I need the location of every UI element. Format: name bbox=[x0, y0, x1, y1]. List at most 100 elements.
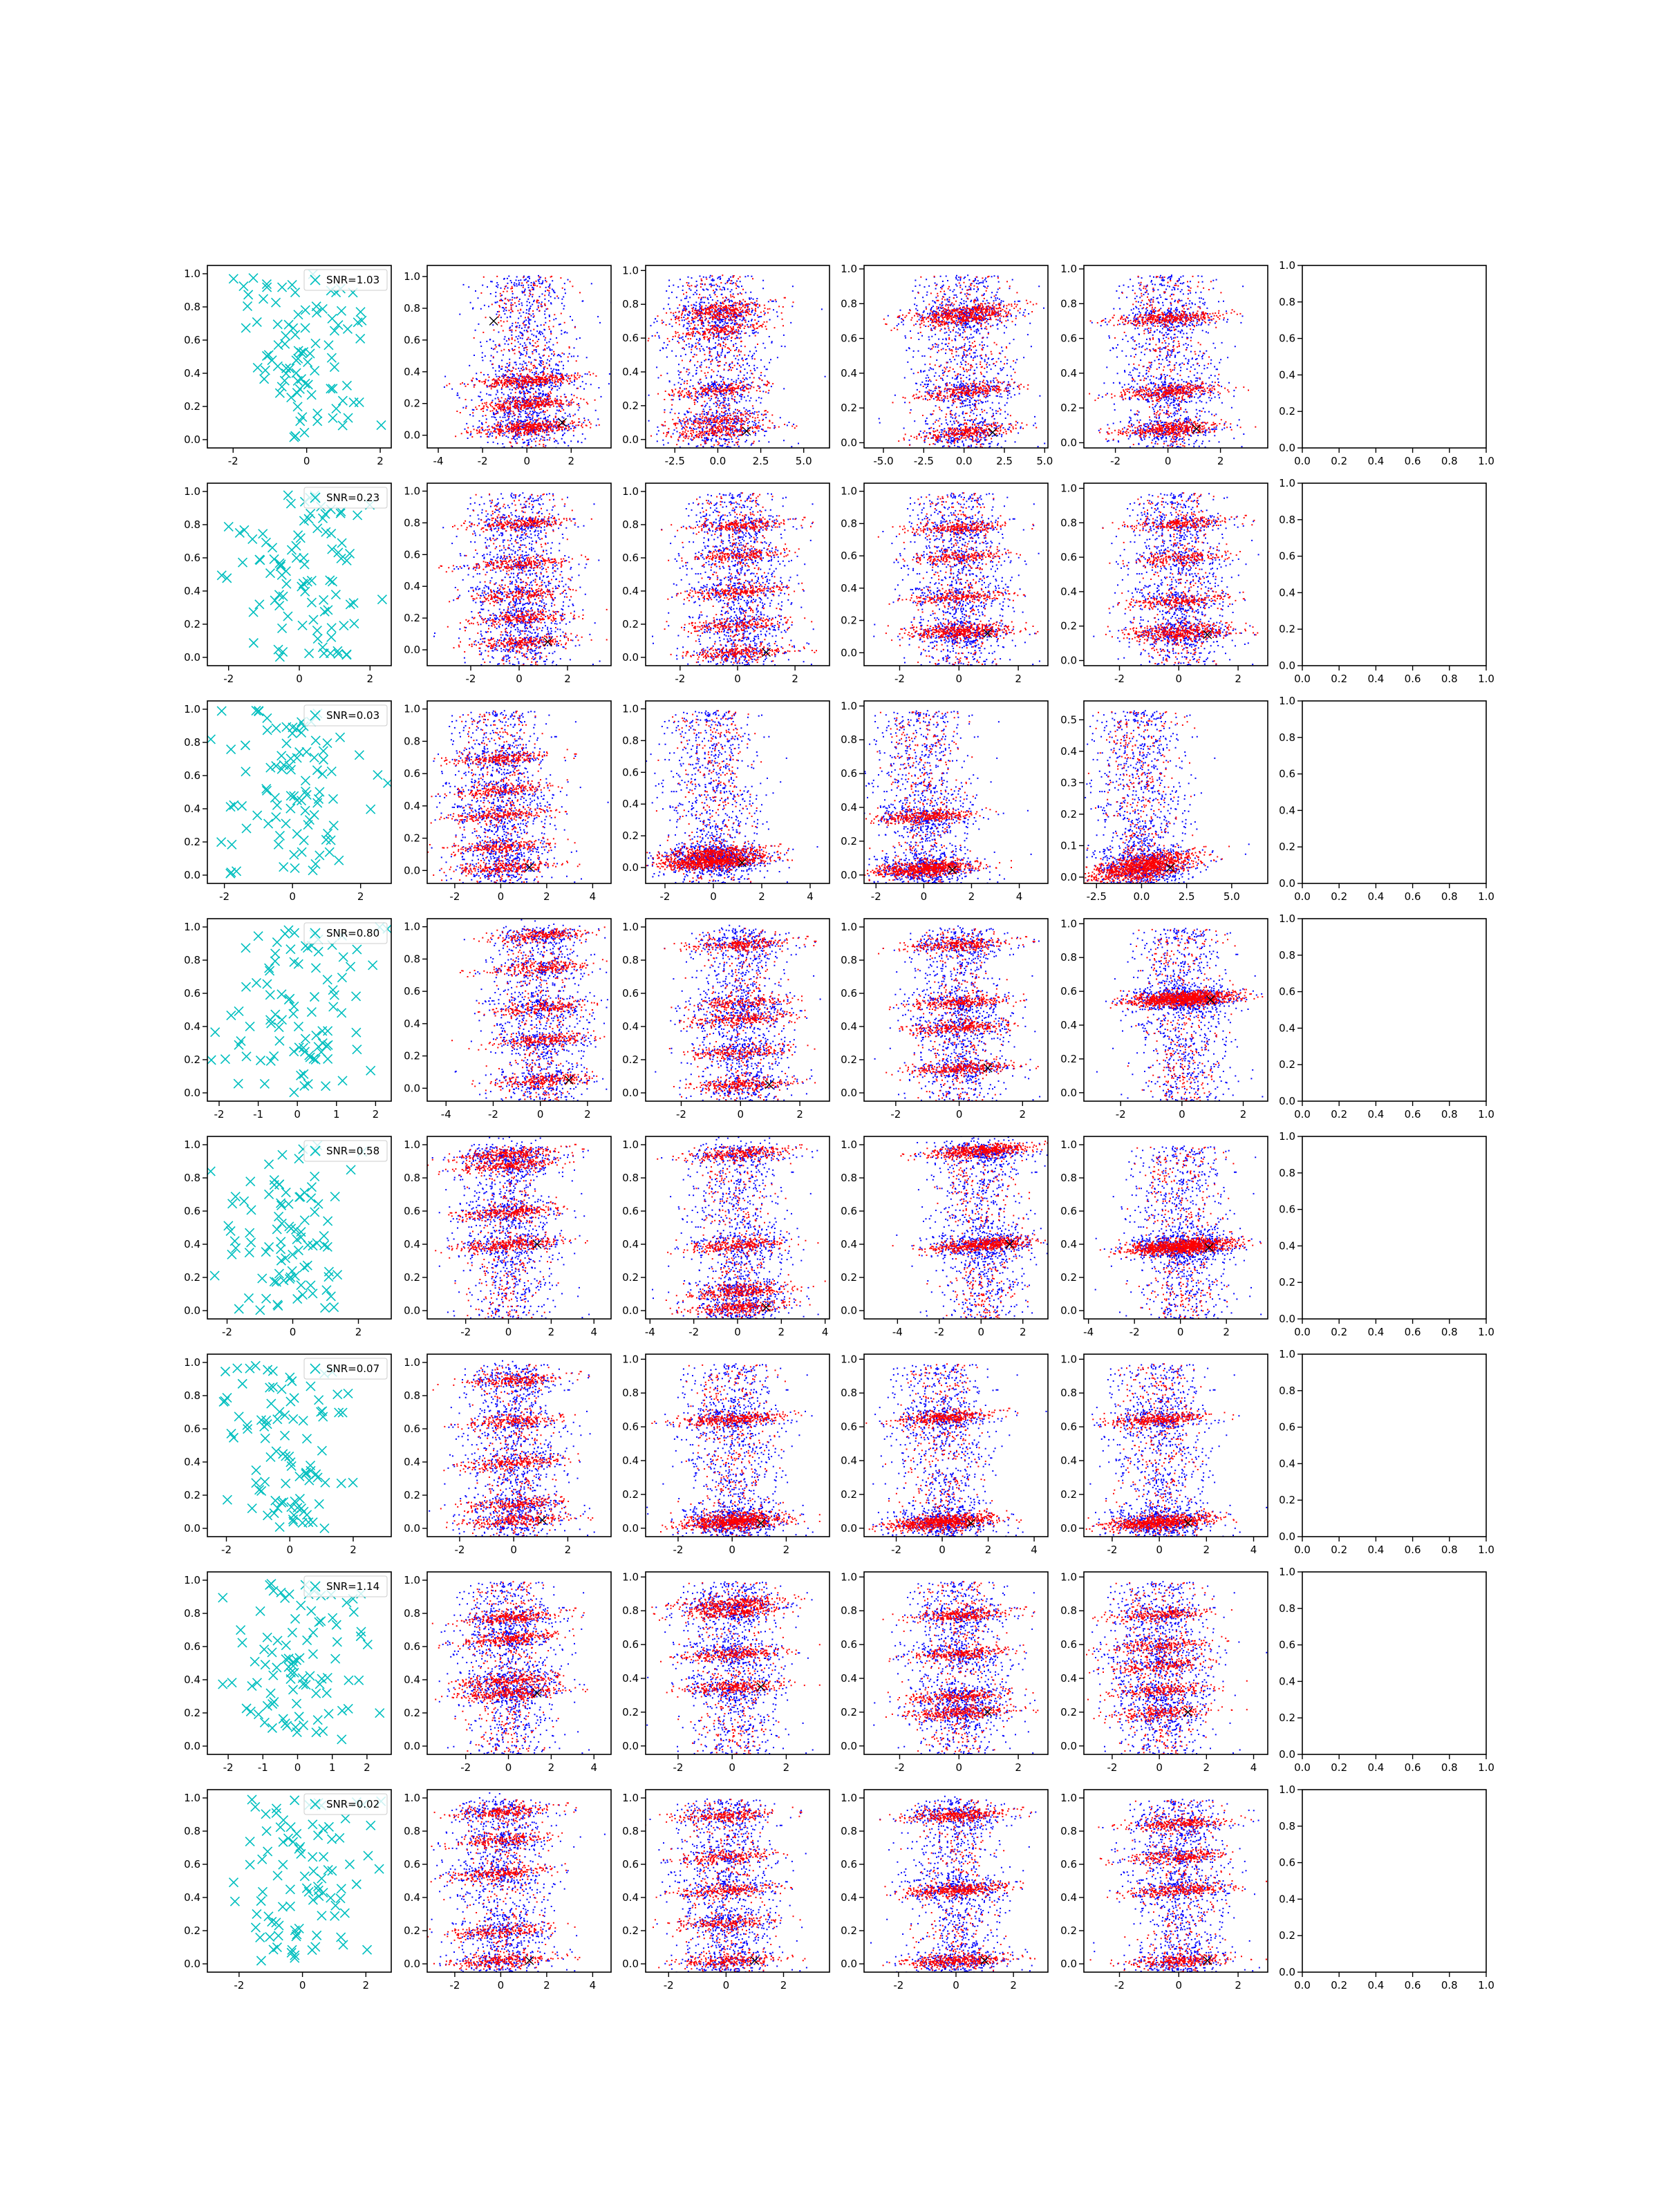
y-tick-label: 0.6 bbox=[184, 1423, 200, 1435]
y-tick-label: 0.8 bbox=[184, 1607, 200, 1620]
y-tick-label: 0.2 bbox=[622, 400, 639, 412]
y-tick-label: 0.8 bbox=[404, 953, 420, 965]
y-tick-label: 0.6 bbox=[1060, 332, 1077, 345]
y-tick-label: 1.0 bbox=[1060, 1353, 1077, 1365]
y-tick-label: 0.8 bbox=[622, 1387, 639, 1399]
y-tick-label: 0.2 bbox=[404, 1924, 420, 1937]
x-tick-label: 5.0 bbox=[796, 455, 812, 467]
y-tick-label: 1.0 bbox=[404, 1356, 420, 1369]
x-tick-label: 2.5 bbox=[996, 455, 1013, 467]
y-tick-label: 0.0 bbox=[404, 644, 420, 656]
y-tick-label: 0.2 bbox=[841, 835, 857, 847]
y-tick-label: 1.0 bbox=[841, 1792, 857, 1804]
y-tick-label: 0.0 bbox=[1060, 436, 1077, 449]
y-tick-label: 0.2 bbox=[184, 1053, 200, 1066]
y-tick-label: 0.4 bbox=[1279, 1022, 1295, 1034]
y-tick-label: 0.6 bbox=[1279, 986, 1295, 998]
x-tick-label: 2 bbox=[1235, 1979, 1241, 1991]
y-tick-label: 0.0 bbox=[1279, 1748, 1295, 1761]
x-tick-label: 1.0 bbox=[1478, 673, 1494, 685]
y-tick-label: 0.0 bbox=[184, 651, 200, 664]
y-tick-label: 0.0 bbox=[1060, 1740, 1077, 1752]
y-tick-label: 0.0 bbox=[1060, 871, 1077, 883]
y-tick-label: 1.0 bbox=[184, 485, 200, 498]
x-tick-label: -2 bbox=[891, 1544, 901, 1556]
y-tick-label: 0.6 bbox=[404, 1423, 420, 1435]
x-tick-label: 0 bbox=[505, 1761, 512, 1774]
y-tick-label: 0.0 bbox=[184, 1087, 200, 1099]
x-tick-label: -2.5 bbox=[665, 455, 685, 467]
y-tick-label: 0.6 bbox=[841, 1638, 857, 1651]
legend-label: SNR=0.23 bbox=[326, 491, 379, 504]
y-tick-label: 0.4 bbox=[404, 1238, 420, 1250]
y-tick-label: 1.0 bbox=[1060, 1138, 1077, 1151]
y-tick-label: 1.0 bbox=[404, 270, 420, 283]
y-tick-label: 1.0 bbox=[1279, 1130, 1295, 1143]
y-tick-label: 0.4 bbox=[1279, 1675, 1295, 1687]
y-tick-label: 0.2 bbox=[841, 1053, 857, 1066]
y-tick-label: 1.0 bbox=[184, 1138, 200, 1151]
x-tick-label: -1 bbox=[258, 1761, 268, 1774]
y-tick-label: 0.8 bbox=[404, 516, 420, 529]
y-tick-label: 0.2 bbox=[184, 1924, 200, 1937]
y-tick-label: 0.0 bbox=[841, 1740, 857, 1752]
y-tick-label: 0.2 bbox=[404, 612, 420, 624]
y-tick-label: 1.0 bbox=[622, 702, 639, 715]
y-tick-label: 0.0 bbox=[622, 1958, 639, 1970]
y-tick-label: 0.0 bbox=[1279, 1095, 1295, 1107]
y-tick-label: 0.0 bbox=[622, 433, 639, 446]
y-tick-label: 0.0 bbox=[184, 433, 200, 446]
x-tick-label: 0.2 bbox=[1331, 1544, 1347, 1556]
x-tick-label: 0 bbox=[729, 1544, 735, 1556]
x-tick-label: 0 bbox=[523, 455, 530, 467]
x-tick-label: 0 bbox=[1176, 1979, 1183, 1991]
y-tick-label: 0.8 bbox=[184, 518, 200, 531]
y-tick-label: 0.0 bbox=[404, 1304, 420, 1317]
y-tick-label: 0.0 bbox=[1060, 655, 1077, 667]
x-tick-label: 0.6 bbox=[1405, 673, 1421, 685]
x-tick-label: 2 bbox=[564, 673, 571, 685]
y-tick-label: 0.4 bbox=[1279, 804, 1295, 816]
legend: SNR=0.02 bbox=[304, 1794, 387, 1815]
x-tick-label: 2 bbox=[1015, 1761, 1022, 1774]
y-tick-label: 0.0 bbox=[404, 864, 420, 877]
y-tick-label: 0.2 bbox=[622, 1053, 639, 1066]
x-tick-label: -2 bbox=[893, 1979, 903, 1991]
y-tick-label: 0.8 bbox=[1279, 1167, 1295, 1179]
x-tick-label: 0.0 bbox=[1294, 1544, 1311, 1556]
x-tick-label: 0.0 bbox=[709, 455, 726, 467]
y-tick-label: 1.0 bbox=[841, 1138, 857, 1151]
y-tick-label: 0.0 bbox=[1279, 442, 1295, 454]
x-tick-label: -2 bbox=[454, 1544, 465, 1556]
x-tick-label: -2 bbox=[460, 1761, 471, 1774]
x-tick-label: 0.2 bbox=[1331, 1108, 1347, 1121]
x-tick-label: 0 bbox=[734, 673, 741, 685]
x-tick-label: 2 bbox=[543, 890, 550, 903]
y-tick-label: 1.0 bbox=[1279, 1348, 1295, 1360]
y-tick-label: 1.0 bbox=[184, 268, 200, 280]
y-tick-label: 0.4 bbox=[184, 367, 200, 379]
legend: SNR=0.80 bbox=[304, 923, 387, 944]
x-tick-label: 2 bbox=[1223, 1326, 1230, 1338]
y-tick-label: 0.6 bbox=[622, 1858, 639, 1871]
x-tick-label: 2 bbox=[968, 890, 975, 903]
y-tick-label: 0.0 bbox=[841, 436, 857, 449]
x-tick-label: -2 bbox=[223, 1761, 234, 1774]
y-tick-label: 0.8 bbox=[1279, 1602, 1295, 1615]
y-tick-label: 0.6 bbox=[1279, 768, 1295, 780]
y-tick-label: 0.2 bbox=[1279, 1929, 1295, 1942]
y-tick-label: 0.8 bbox=[622, 1172, 639, 1184]
x-tick-label: 0 bbox=[956, 1108, 963, 1121]
y-tick-label: 1.0 bbox=[1279, 695, 1295, 707]
x-tick-label: 2 bbox=[1020, 1108, 1027, 1121]
y-tick-label: 0.6 bbox=[622, 766, 639, 778]
y-tick-label: 0.2 bbox=[622, 618, 639, 630]
y-tick-label: 0.2 bbox=[184, 1271, 200, 1284]
x-tick-label: 0.6 bbox=[1405, 1979, 1421, 1991]
y-tick-label: 0.2 bbox=[404, 1489, 420, 1501]
y-tick-label: 0.8 bbox=[1279, 1385, 1295, 1397]
x-tick-label: 5.0 bbox=[1036, 455, 1053, 467]
x-tick-label: 0 bbox=[510, 1544, 517, 1556]
y-tick-label: 0.6 bbox=[404, 985, 420, 997]
y-tick-label: 1.0 bbox=[1060, 263, 1077, 275]
